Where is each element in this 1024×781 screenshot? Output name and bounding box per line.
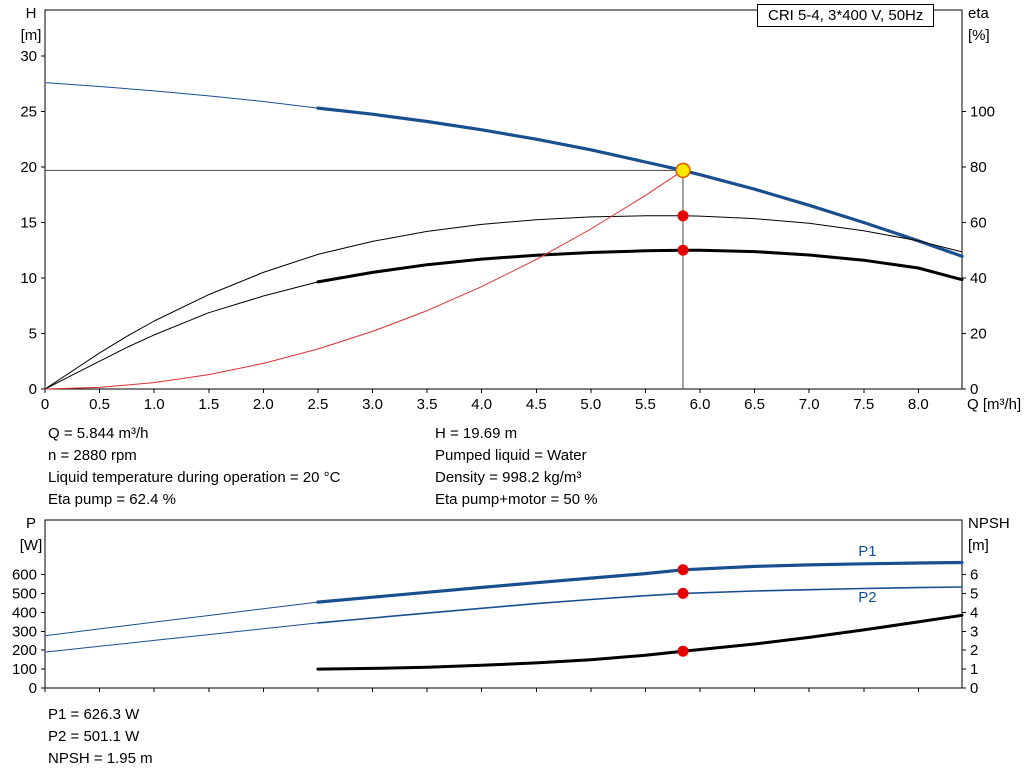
right-tick-label: 0 bbox=[970, 381, 978, 398]
right-tick-label: 1 bbox=[970, 661, 978, 678]
x-tick-label: 7.0 bbox=[799, 396, 820, 413]
curve-p1 bbox=[316, 560, 964, 604]
x-tick-label: 1.5 bbox=[198, 396, 219, 413]
p2-point-marker bbox=[677, 587, 689, 599]
x-tick-label: 3.0 bbox=[362, 396, 383, 413]
pump-model-title: CRI 5-4, 3*400 V, 50Hz bbox=[757, 4, 935, 27]
left-axis-title: P bbox=[26, 515, 36, 532]
curve-label-P1: P1 bbox=[858, 543, 876, 560]
left-tick-label: 100 bbox=[12, 661, 37, 678]
right-tick-label: 6 bbox=[970, 567, 978, 584]
plot-border bbox=[44, 9, 963, 390]
left-tick-label: 0 bbox=[29, 680, 37, 697]
liquid-temperature-value: Liquid temperature during operation = 20… bbox=[48, 469, 341, 486]
x-tick-label: 0.5 bbox=[89, 396, 110, 413]
plot-border bbox=[44, 519, 963, 689]
npsh-value: NPSH = 1.95 m bbox=[48, 750, 153, 767]
left-tick-label: 0 bbox=[29, 381, 37, 398]
eta-pump-value: Eta pump = 62.4 % bbox=[48, 491, 176, 508]
left-tick-label: 400 bbox=[12, 604, 37, 621]
right-tick-label: 2 bbox=[970, 642, 978, 659]
right-tick-label: 40 bbox=[970, 270, 987, 287]
right-tick-label: 60 bbox=[970, 214, 987, 231]
x-tick-label: 2.5 bbox=[307, 396, 328, 413]
x-tick-label: 4.0 bbox=[471, 396, 492, 413]
right-axis-title: [m] bbox=[968, 537, 989, 554]
x-tick-label: 5.5 bbox=[635, 396, 656, 413]
x-tick-label: 8.0 bbox=[908, 396, 929, 413]
eta-pump-motor-point-marker bbox=[677, 244, 689, 256]
duty-point-marker[interactable] bbox=[675, 162, 691, 179]
curve-head-low-flow bbox=[44, 82, 319, 109]
flow-value: Q = 5.844 m³/h bbox=[48, 425, 149, 442]
left-axis-title: H bbox=[26, 5, 37, 22]
density-value: Density = 998.2 kg/m³ bbox=[435, 469, 582, 486]
x-tick-label: 0 bbox=[41, 396, 49, 413]
speed-value: n = 2880 rpm bbox=[48, 447, 137, 464]
curve-p2 bbox=[317, 586, 963, 624]
right-axis-title: NPSH bbox=[968, 515, 1010, 532]
left-tick-label: 600 bbox=[12, 567, 37, 584]
curve-npsh bbox=[316, 613, 964, 671]
right-axis-title: eta bbox=[968, 5, 990, 22]
right-tick-label: 100 bbox=[970, 103, 995, 120]
hq-eta-chart[interactable]: 0 0.5 1.0 1.5 2.0 2.5 3.0 3.5 4.0 4.5 5.0 5.5 6.0 6.5… bbox=[0, 0, 1024, 415]
pumped-liquid-value: Pumped liquid = Water bbox=[435, 447, 587, 464]
eta-pump-motor-value: Eta pump+motor = 50 % bbox=[435, 491, 598, 508]
curve-p1-low-flow bbox=[44, 601, 319, 637]
x-tick-label: 6.5 bbox=[744, 396, 765, 413]
x-tick-label: 7.5 bbox=[853, 396, 874, 413]
x-tick-label: 5.0 bbox=[580, 396, 601, 413]
p1-point-marker bbox=[677, 564, 689, 576]
left-tick-label: 200 bbox=[12, 642, 37, 659]
right-tick-label: 4 bbox=[970, 604, 978, 621]
duty-info-left: Q = 5.844 m³/h n = 2880 rpm Liquid tempe… bbox=[48, 423, 340, 511]
p2-value: P2 = 501.1 W bbox=[48, 728, 140, 745]
x-tick-label: 6.0 bbox=[690, 396, 711, 413]
left-tick-label: 5 bbox=[29, 325, 37, 342]
right-tick-label: 0 bbox=[970, 680, 978, 697]
head-value: H = 19.69 m bbox=[435, 425, 518, 442]
curve-eta-pump bbox=[44, 215, 963, 390]
left-tick-label: 15 bbox=[20, 214, 37, 231]
curve-eta-pump-motor-low-flow bbox=[44, 281, 319, 390]
right-tick-label: 5 bbox=[970, 586, 978, 603]
right-tick-label: 80 bbox=[970, 159, 987, 176]
left-tick-label: 500 bbox=[12, 586, 37, 603]
left-axis-title: [m] bbox=[21, 27, 42, 44]
curve-label-P2: P2 bbox=[858, 589, 876, 606]
x-tick-label: 1.0 bbox=[144, 396, 165, 413]
curve-head bbox=[316, 106, 964, 258]
left-tick-label: 25 bbox=[20, 103, 37, 120]
x-tick-label: 4.5 bbox=[526, 396, 547, 413]
p1-value: P1 = 626.3 W bbox=[48, 706, 140, 723]
left-axis-title: [W] bbox=[20, 537, 43, 554]
x-axis-title: Q [m³/h] bbox=[967, 396, 1021, 413]
eta-pump-point-marker bbox=[677, 210, 689, 222]
left-tick-label: 300 bbox=[12, 623, 37, 640]
curve-eta-pump-motor bbox=[316, 248, 964, 284]
npsh-point-marker bbox=[677, 645, 689, 657]
x-tick-label: 3.5 bbox=[417, 396, 438, 413]
right-tick-label: 20 bbox=[970, 325, 987, 342]
left-tick-label: 20 bbox=[20, 159, 37, 176]
curve-p2-low-flow bbox=[44, 622, 319, 653]
right-axis-title: [%] bbox=[968, 27, 990, 44]
duty-info-right: H = 19.69 m Pumped liquid = Water Densit… bbox=[435, 423, 598, 511]
power-info: P1 = 626.3 W P2 = 501.1 W NPSH = 1.95 m bbox=[48, 704, 153, 770]
left-tick-label: 10 bbox=[20, 270, 37, 287]
curve-system-curve bbox=[44, 169, 684, 390]
right-tick-label: 3 bbox=[970, 623, 978, 640]
left-tick-label: 30 bbox=[20, 48, 37, 65]
x-tick-label: 2.0 bbox=[253, 396, 274, 413]
